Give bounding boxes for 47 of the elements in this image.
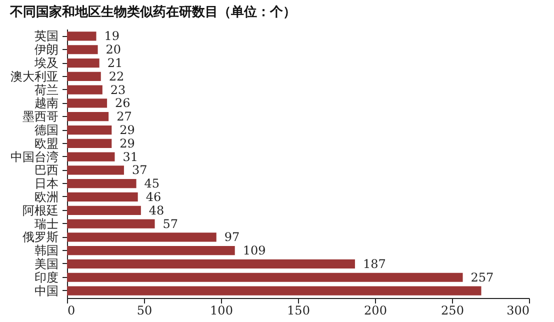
data-label: 19 [104, 29, 120, 44]
y-tick-label: 德国 [34, 123, 58, 138]
x-tick-label: 200 [364, 304, 387, 318]
y-tick-label: 阿根廷 [22, 203, 58, 218]
data-label: 23 [110, 82, 126, 97]
y-tick-label: 瑞士 [34, 216, 58, 231]
data-label: 45 [144, 176, 160, 191]
y-tick-label: 印度 [34, 270, 58, 284]
data-label: 20 [106, 42, 122, 57]
data-label: 29 [120, 123, 135, 138]
y-tick-label: 英国 [34, 29, 58, 44]
x-tick-label: 150 [287, 304, 310, 318]
y-tick-label: 美国 [34, 256, 58, 271]
x-tick-label: 250 [441, 304, 464, 318]
y-tick-label: 越南 [34, 96, 58, 110]
data-label: 22 [108, 69, 124, 84]
y-tick-label: 中国 [34, 284, 58, 298]
y-tick-label: 墨西哥 [22, 110, 58, 124]
data-label: 31 [122, 150, 138, 164]
x-tick-label: 300 [506, 304, 530, 318]
y-tick-label: 澳大利亚 [10, 69, 58, 84]
data-label: 257 [470, 270, 494, 284]
data-label: 37 [132, 163, 148, 178]
x-tick-label: 50 [136, 304, 152, 318]
y-tick-label: 欧盟 [34, 136, 58, 150]
y-tick-label: 欧洲 [34, 190, 58, 204]
y-tick-label: 巴西 [34, 163, 58, 178]
chart-title: 不同国家和地区生物类似药在研数目（单位：个） [9, 4, 296, 20]
x-tick-label: 100 [210, 304, 233, 318]
data-label: 21 [107, 56, 123, 70]
data-label: 29 [120, 136, 135, 150]
y-tick-label: 伊朗 [34, 42, 58, 57]
y-tick-label: 韩国 [34, 244, 58, 258]
data-label: 97 [224, 230, 240, 244]
y-tick-label: 中国台湾 [10, 150, 58, 164]
data-label: 57 [162, 216, 178, 231]
data-label: 27 [116, 110, 132, 124]
y-tick-label: 荷兰 [34, 82, 58, 97]
y-tick-label: 俄罗斯 [22, 230, 58, 244]
y-tick-label: 日本 [34, 176, 58, 191]
data-label: 46 [146, 190, 162, 204]
data-label: 26 [115, 96, 130, 110]
data-label: 48 [148, 203, 164, 218]
x-tick-label: 0 [68, 304, 76, 318]
data-label: 109 [242, 244, 266, 258]
y-tick-label: 埃及 [34, 56, 58, 70]
data-label: 187 [362, 256, 386, 271]
